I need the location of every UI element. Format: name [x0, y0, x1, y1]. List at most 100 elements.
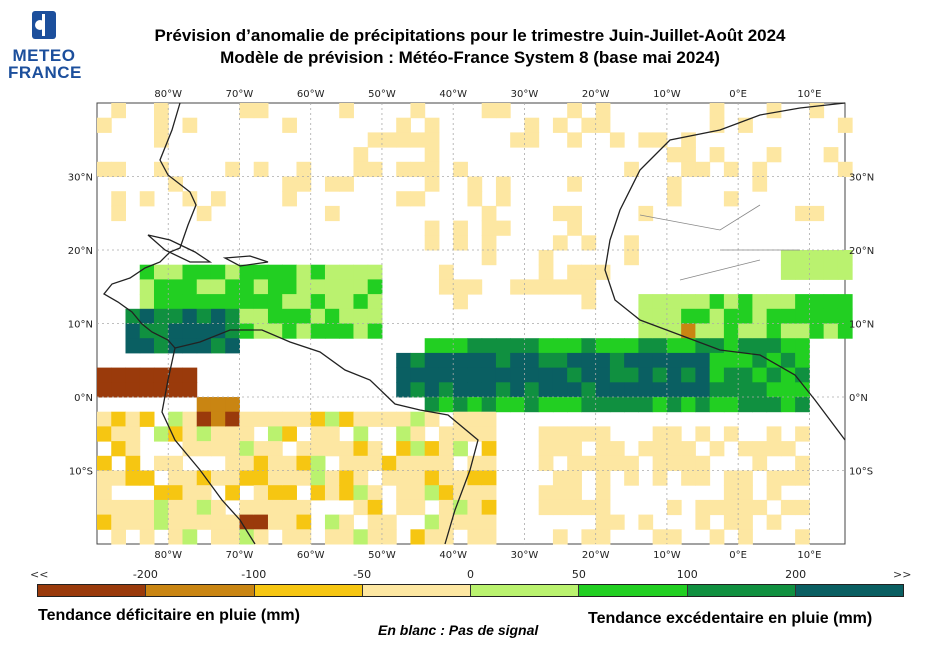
anomaly-cell — [139, 367, 155, 383]
map-subtitle: Modèle de prévision : Météo-France Syste… — [220, 48, 720, 67]
anomaly-cell — [581, 235, 597, 251]
anomaly-cell — [780, 367, 796, 383]
anomaly-cell — [595, 397, 611, 413]
anomaly-cell — [424, 470, 440, 486]
anomaly-cell — [410, 352, 426, 369]
anomaly-cell — [666, 426, 682, 442]
anomaly-cell — [396, 382, 411, 398]
anomaly-cell — [681, 441, 696, 457]
anomaly-cell — [581, 382, 597, 398]
anomaly-cell — [253, 294, 269, 310]
anomaly-cell — [652, 308, 668, 324]
anomaly-cell — [296, 455, 312, 471]
anomaly-cell — [324, 470, 340, 486]
anomaly-cell — [495, 338, 511, 354]
anomaly-cell — [324, 264, 340, 280]
anomaly-cell — [324, 176, 340, 192]
anomaly-cell — [552, 485, 568, 501]
anomaly-cell — [638, 338, 654, 354]
anomaly-cell — [367, 499, 383, 516]
anomaly-cell — [581, 397, 597, 413]
legend-right-arrow: >> — [893, 568, 912, 581]
colorbar-tick-label: 0 — [467, 568, 474, 581]
anomaly-cell — [766, 367, 782, 383]
colorbar-tick-label: -200 — [132, 568, 158, 581]
lon-tick-label-bottom: 30°W — [511, 550, 539, 561]
anomaly-cell — [609, 397, 625, 413]
anomaly-cell — [225, 529, 240, 545]
anomaly-cell — [780, 264, 796, 280]
anomaly-cell — [709, 382, 725, 398]
anomaly-cell — [239, 279, 255, 295]
anomaly-cell — [823, 294, 839, 310]
anomaly-cell — [182, 323, 198, 339]
anomaly-cell — [310, 441, 326, 457]
anomaly-cell — [738, 441, 753, 457]
anomaly-cell — [97, 514, 112, 530]
colorbar-segment — [362, 585, 471, 596]
anomaly-cell — [723, 308, 739, 324]
anomaly-cell — [552, 235, 568, 251]
anomaly-cell — [666, 529, 682, 545]
lat-tick-label-right: 10°S — [849, 467, 873, 478]
anomaly-cell — [752, 499, 768, 516]
anomaly-cell — [239, 323, 255, 339]
anomaly-cell — [153, 161, 169, 177]
anomaly-cell — [752, 294, 768, 310]
anomaly-cell — [752, 382, 768, 398]
anomaly-cell — [381, 470, 397, 486]
anomaly-cell — [695, 308, 711, 324]
anomaly-cell — [595, 441, 611, 457]
lat-tick-label-right: 20°N — [849, 246, 874, 257]
anomaly-cell — [296, 529, 312, 545]
logo-text-meteo: METEO — [12, 46, 76, 65]
anomaly-cell — [225, 294, 240, 310]
lon-tick-label-bottom: 0°E — [729, 550, 747, 561]
anomaly-cell — [567, 455, 582, 471]
anomaly-cell — [296, 323, 312, 339]
anomaly-cell — [168, 294, 183, 310]
anomaly-cell — [282, 191, 297, 207]
anomaly-cell — [111, 367, 126, 383]
anomaly-cell — [182, 485, 198, 501]
anomaly-cell — [695, 426, 711, 442]
lon-tick-label-bottom: 20°W — [582, 550, 610, 561]
anomaly-cell — [353, 529, 369, 545]
anomaly-cell — [467, 455, 483, 471]
anomaly-cell — [766, 323, 782, 339]
anomaly-cell — [210, 441, 226, 457]
anomaly-cell — [353, 485, 369, 501]
anomaly-cell — [267, 499, 283, 516]
legend-colorbar — [37, 584, 904, 597]
anomaly-cell — [424, 176, 440, 192]
anomaly-cell — [282, 279, 297, 295]
colorbar-tick-label: 50 — [571, 568, 586, 581]
anomaly-cell — [481, 205, 497, 222]
anomaly-cell — [766, 441, 782, 457]
anomaly-cell — [111, 514, 126, 530]
anomaly-cell — [111, 470, 126, 486]
anomaly-cell — [823, 147, 839, 163]
anomaly-cell — [324, 205, 340, 222]
anomaly-cell — [296, 264, 312, 280]
anomaly-cell — [709, 294, 725, 310]
anomaly-cell — [453, 514, 468, 530]
anomaly-cell — [253, 264, 269, 280]
anomaly-cell — [310, 279, 326, 295]
anomaly-cell — [253, 441, 269, 457]
anomaly-cell — [339, 411, 354, 427]
anomaly-cell — [296, 411, 312, 427]
anomaly-cell — [795, 529, 810, 545]
anomaly-cell — [567, 220, 582, 236]
anomaly-cell — [196, 441, 212, 457]
colorbar-tick-label: 200 — [785, 568, 807, 581]
anomaly-cell — [524, 382, 540, 398]
anomaly-cell — [453, 279, 468, 295]
anomaly-cell — [780, 470, 796, 486]
anomaly-cell — [139, 382, 155, 398]
anomaly-cell — [339, 264, 354, 280]
anomaly-cell — [324, 411, 340, 427]
anomaly-cell — [410, 485, 426, 501]
anomaly-cell — [467, 338, 483, 354]
anomaly-cell — [339, 485, 354, 501]
